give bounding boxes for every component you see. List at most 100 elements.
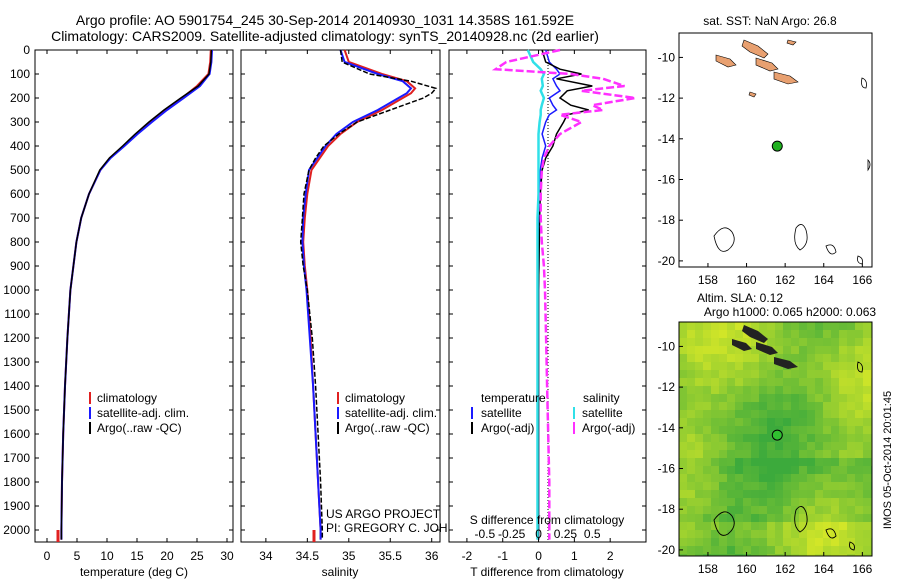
sla-cell — [791, 554, 799, 556]
sla-cell — [791, 498, 799, 506]
sla-cell — [687, 538, 695, 546]
sla-cell — [799, 330, 807, 338]
sla-cell — [839, 450, 847, 458]
sla-cell — [735, 434, 743, 442]
sla-cell — [719, 522, 727, 530]
sla-cell — [703, 378, 711, 386]
sla-cell — [823, 402, 831, 410]
sla-cell — [775, 546, 783, 554]
sla-cell — [783, 546, 791, 554]
x-tick-label: 35.5 — [379, 549, 403, 563]
sla-cell — [831, 418, 839, 426]
credit-project: US ARGO PROJECT — [326, 507, 441, 521]
sla-cell — [767, 474, 775, 482]
s-tick-label: -0.5 — [474, 527, 495, 541]
sla-cell — [735, 514, 743, 522]
sla-cell — [863, 554, 871, 556]
sla-cell — [839, 394, 847, 402]
salinity-legend: climatology satellite-adj. clim. Argo(..… — [337, 391, 437, 435]
sla-cell — [775, 442, 783, 450]
sla-cell — [831, 442, 839, 450]
sla-cell — [751, 442, 759, 450]
salinity-panel: 34 34.5 35 35.5 36 salinity climatology sate… — [240, 49, 482, 579]
sla-cell — [839, 370, 847, 378]
sla-cell — [687, 362, 695, 370]
sla-cell — [751, 418, 759, 426]
sla-cell — [855, 330, 863, 338]
sla-cell — [735, 538, 743, 546]
sla-cell — [855, 394, 863, 402]
sla-cell — [703, 386, 711, 394]
sla-cell — [815, 498, 823, 506]
map-y-tick-label: -18 — [658, 502, 676, 516]
sla-cell — [687, 370, 695, 378]
sla-cell — [783, 442, 791, 450]
sla-cell — [823, 330, 831, 338]
sla-cell — [695, 330, 703, 338]
sla-cell — [751, 506, 759, 514]
sla-cell — [719, 402, 727, 410]
sla-cell — [735, 458, 743, 466]
sla-cell — [839, 386, 847, 394]
sla-cell — [807, 458, 815, 466]
sst-map-land — [713, 39, 871, 265]
sla-cell — [783, 346, 791, 354]
sla-cell — [719, 330, 727, 338]
sla-cell — [815, 410, 823, 418]
sla-cell — [831, 474, 839, 482]
x-tick-label: 15 — [130, 549, 144, 563]
sla-cell — [823, 538, 831, 546]
sla-cell — [751, 338, 759, 346]
sla-cell — [799, 514, 807, 522]
sla-cell — [711, 322, 719, 330]
x-tick-label: 34 — [259, 549, 273, 563]
sla-cell — [823, 450, 831, 458]
sla-cell — [703, 554, 711, 556]
sla-heatmap — [679, 322, 872, 556]
sla-cell — [775, 538, 783, 546]
series-line-2 — [526, 49, 546, 540]
sla-cell — [767, 530, 775, 538]
sla-cell — [735, 394, 743, 402]
sla-cell — [727, 474, 735, 482]
sla-cell — [815, 482, 823, 490]
sla-cell — [783, 338, 791, 346]
sla-cell — [863, 442, 871, 450]
map-x-tick-label: 166 — [852, 273, 872, 287]
sla-cell — [719, 450, 727, 458]
map-x-tick-label: 164 — [814, 273, 834, 287]
sla-cell — [719, 530, 727, 538]
sla-cell — [839, 434, 847, 442]
sla-cell — [727, 362, 735, 370]
sla-cell — [831, 522, 839, 530]
sla-cell — [783, 434, 791, 442]
sla-cell — [679, 322, 687, 330]
sla-cell — [695, 522, 703, 530]
sla-cell — [783, 330, 791, 338]
y-tick-label: 1700 — [3, 451, 30, 465]
sla-cell — [735, 322, 743, 330]
sla-cell — [719, 322, 727, 330]
sla-cell — [767, 426, 775, 434]
sla-cell — [775, 410, 783, 418]
sla-cell — [679, 482, 687, 490]
sla-cell — [847, 418, 855, 426]
sla-cell — [839, 546, 847, 554]
sla-map-title: Altim. SLA: 0.12 — [697, 291, 783, 305]
sla-cell — [719, 354, 727, 362]
sla-cell — [679, 442, 687, 450]
sla-cell — [743, 410, 751, 418]
sla-cell — [703, 474, 711, 482]
legend-s-satellite: satellite — [582, 406, 623, 420]
sla-cell — [743, 418, 751, 426]
sla-cell — [767, 330, 775, 338]
sla-cell — [719, 490, 727, 498]
sla-cell — [791, 394, 799, 402]
x-tick-label: 2 — [607, 549, 614, 563]
sla-cell — [719, 434, 727, 442]
sla-cell — [703, 402, 711, 410]
sla-cell — [727, 490, 735, 498]
sla-cell — [751, 394, 759, 402]
sla-cell — [815, 402, 823, 410]
